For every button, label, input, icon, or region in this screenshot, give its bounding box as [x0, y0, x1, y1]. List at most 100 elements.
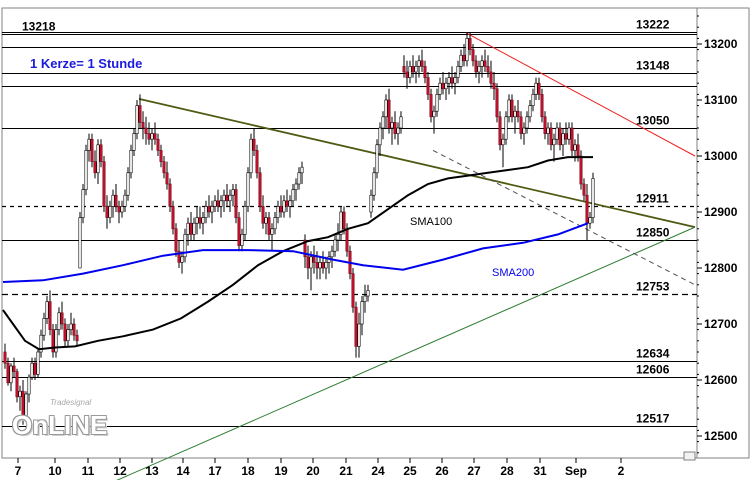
level-label-13050: 13050: [636, 114, 670, 128]
candle-body: [48, 301, 52, 330]
y-tick-label: 12600: [704, 373, 738, 387]
candle-body: [567, 127, 571, 140]
candle-body: [384, 99, 388, 118]
candle-body: [588, 217, 592, 224]
candle-body: [300, 166, 304, 174]
candle-body: [522, 127, 526, 134]
candle-body: [111, 194, 115, 207]
candle-body: [354, 306, 358, 347]
candle-body: [456, 66, 460, 78]
candle-body: [72, 323, 76, 336]
candle-body: [231, 189, 235, 196]
candle-body: [561, 133, 565, 146]
candle-body: [198, 217, 202, 224]
candle-body: [54, 329, 58, 353]
candle-body: [552, 138, 556, 146]
candle-body: [441, 82, 445, 90]
candle-body: [582, 183, 586, 196]
candle-body: [558, 127, 562, 146]
candle-body: [204, 206, 208, 218]
x-tick-label: 27: [467, 464, 481, 478]
candle-body: [444, 82, 448, 90]
candle-body: [531, 94, 535, 106]
candle-body: [489, 71, 493, 84]
candle-body: [390, 122, 394, 129]
candle-body: [417, 60, 421, 67]
candle-body: [387, 99, 391, 129]
candle-body: [435, 94, 439, 112]
candle-body: [471, 49, 475, 62]
candle-body: [288, 200, 292, 207]
logo-big-text: OnLINE: [12, 410, 108, 440]
x-tick-label: 17: [208, 464, 222, 478]
candle-body: [195, 217, 199, 224]
candle-body: [225, 194, 229, 202]
candle-body: [426, 77, 430, 95]
candle-body: [3, 351, 7, 364]
candle-body: [474, 60, 478, 73]
candle-body: [336, 234, 340, 241]
x-tick-label: 12: [113, 464, 127, 478]
candle-body: [210, 206, 214, 213]
candle-body: [411, 66, 415, 73]
candle-body: [297, 172, 301, 185]
trendline: [116, 226, 696, 480]
candle-body: [27, 376, 31, 395]
candle-body: [36, 351, 40, 375]
candle-body: [543, 116, 547, 134]
candle-body: [504, 116, 508, 140]
sma-line-sma200: [2, 222, 589, 283]
y-tick-label: 13200: [704, 37, 738, 51]
candle-body: [180, 256, 184, 263]
candle-body: [369, 194, 373, 213]
candle-body: [579, 155, 583, 185]
plot-area: [1, 7, 698, 459]
corner-box: [683, 451, 696, 461]
x-tick-label: 21: [339, 464, 353, 478]
candle-body: [564, 133, 568, 140]
candle-body: [207, 206, 211, 213]
candle-body: [168, 183, 172, 207]
candle-body: [129, 150, 133, 174]
candle-body: [498, 116, 502, 146]
candle-body: [21, 390, 25, 417]
candle-body: [45, 301, 49, 319]
candle-body: [246, 172, 250, 207]
candle-body: [192, 222, 196, 235]
candle-body: [492, 82, 496, 90]
candle-body: [84, 150, 88, 190]
candle-body: [162, 161, 166, 174]
y-axis-strip: [696, 7, 750, 459]
candle-body: [312, 256, 316, 263]
candle-body: [285, 200, 289, 207]
candle-body: [69, 323, 73, 330]
candle-body: [228, 194, 232, 202]
candle-body: [252, 138, 256, 151]
candle-body: [213, 200, 217, 207]
x-tick-label: Sep: [565, 464, 587, 478]
candle-body: [375, 144, 379, 174]
candle-body: [516, 110, 520, 118]
candle-body: [90, 138, 94, 162]
y-tick-label: 12700: [704, 317, 738, 331]
candle-body: [108, 206, 112, 218]
y-tick-label: 13100: [704, 93, 738, 107]
candle-body: [345, 228, 349, 252]
candle-body: [585, 194, 589, 224]
candle-body: [399, 116, 403, 129]
candle-body: [102, 161, 106, 207]
x-tick-label: 26: [435, 464, 449, 478]
candle-body: [324, 262, 328, 269]
sma-line-sma100: [2, 156, 593, 351]
candle-body: [165, 172, 169, 185]
candle-body: [555, 127, 559, 140]
candle-body: [423, 66, 427, 78]
candle-body: [141, 122, 145, 129]
candle-body: [396, 127, 400, 134]
x-tick-label: 19: [274, 464, 288, 478]
candle-body: [63, 323, 67, 342]
y-tick-label: 13000: [704, 149, 738, 163]
candle-body: [240, 234, 244, 246]
trendline: [465, 32, 696, 157]
x-tick-label: 7: [15, 464, 22, 478]
